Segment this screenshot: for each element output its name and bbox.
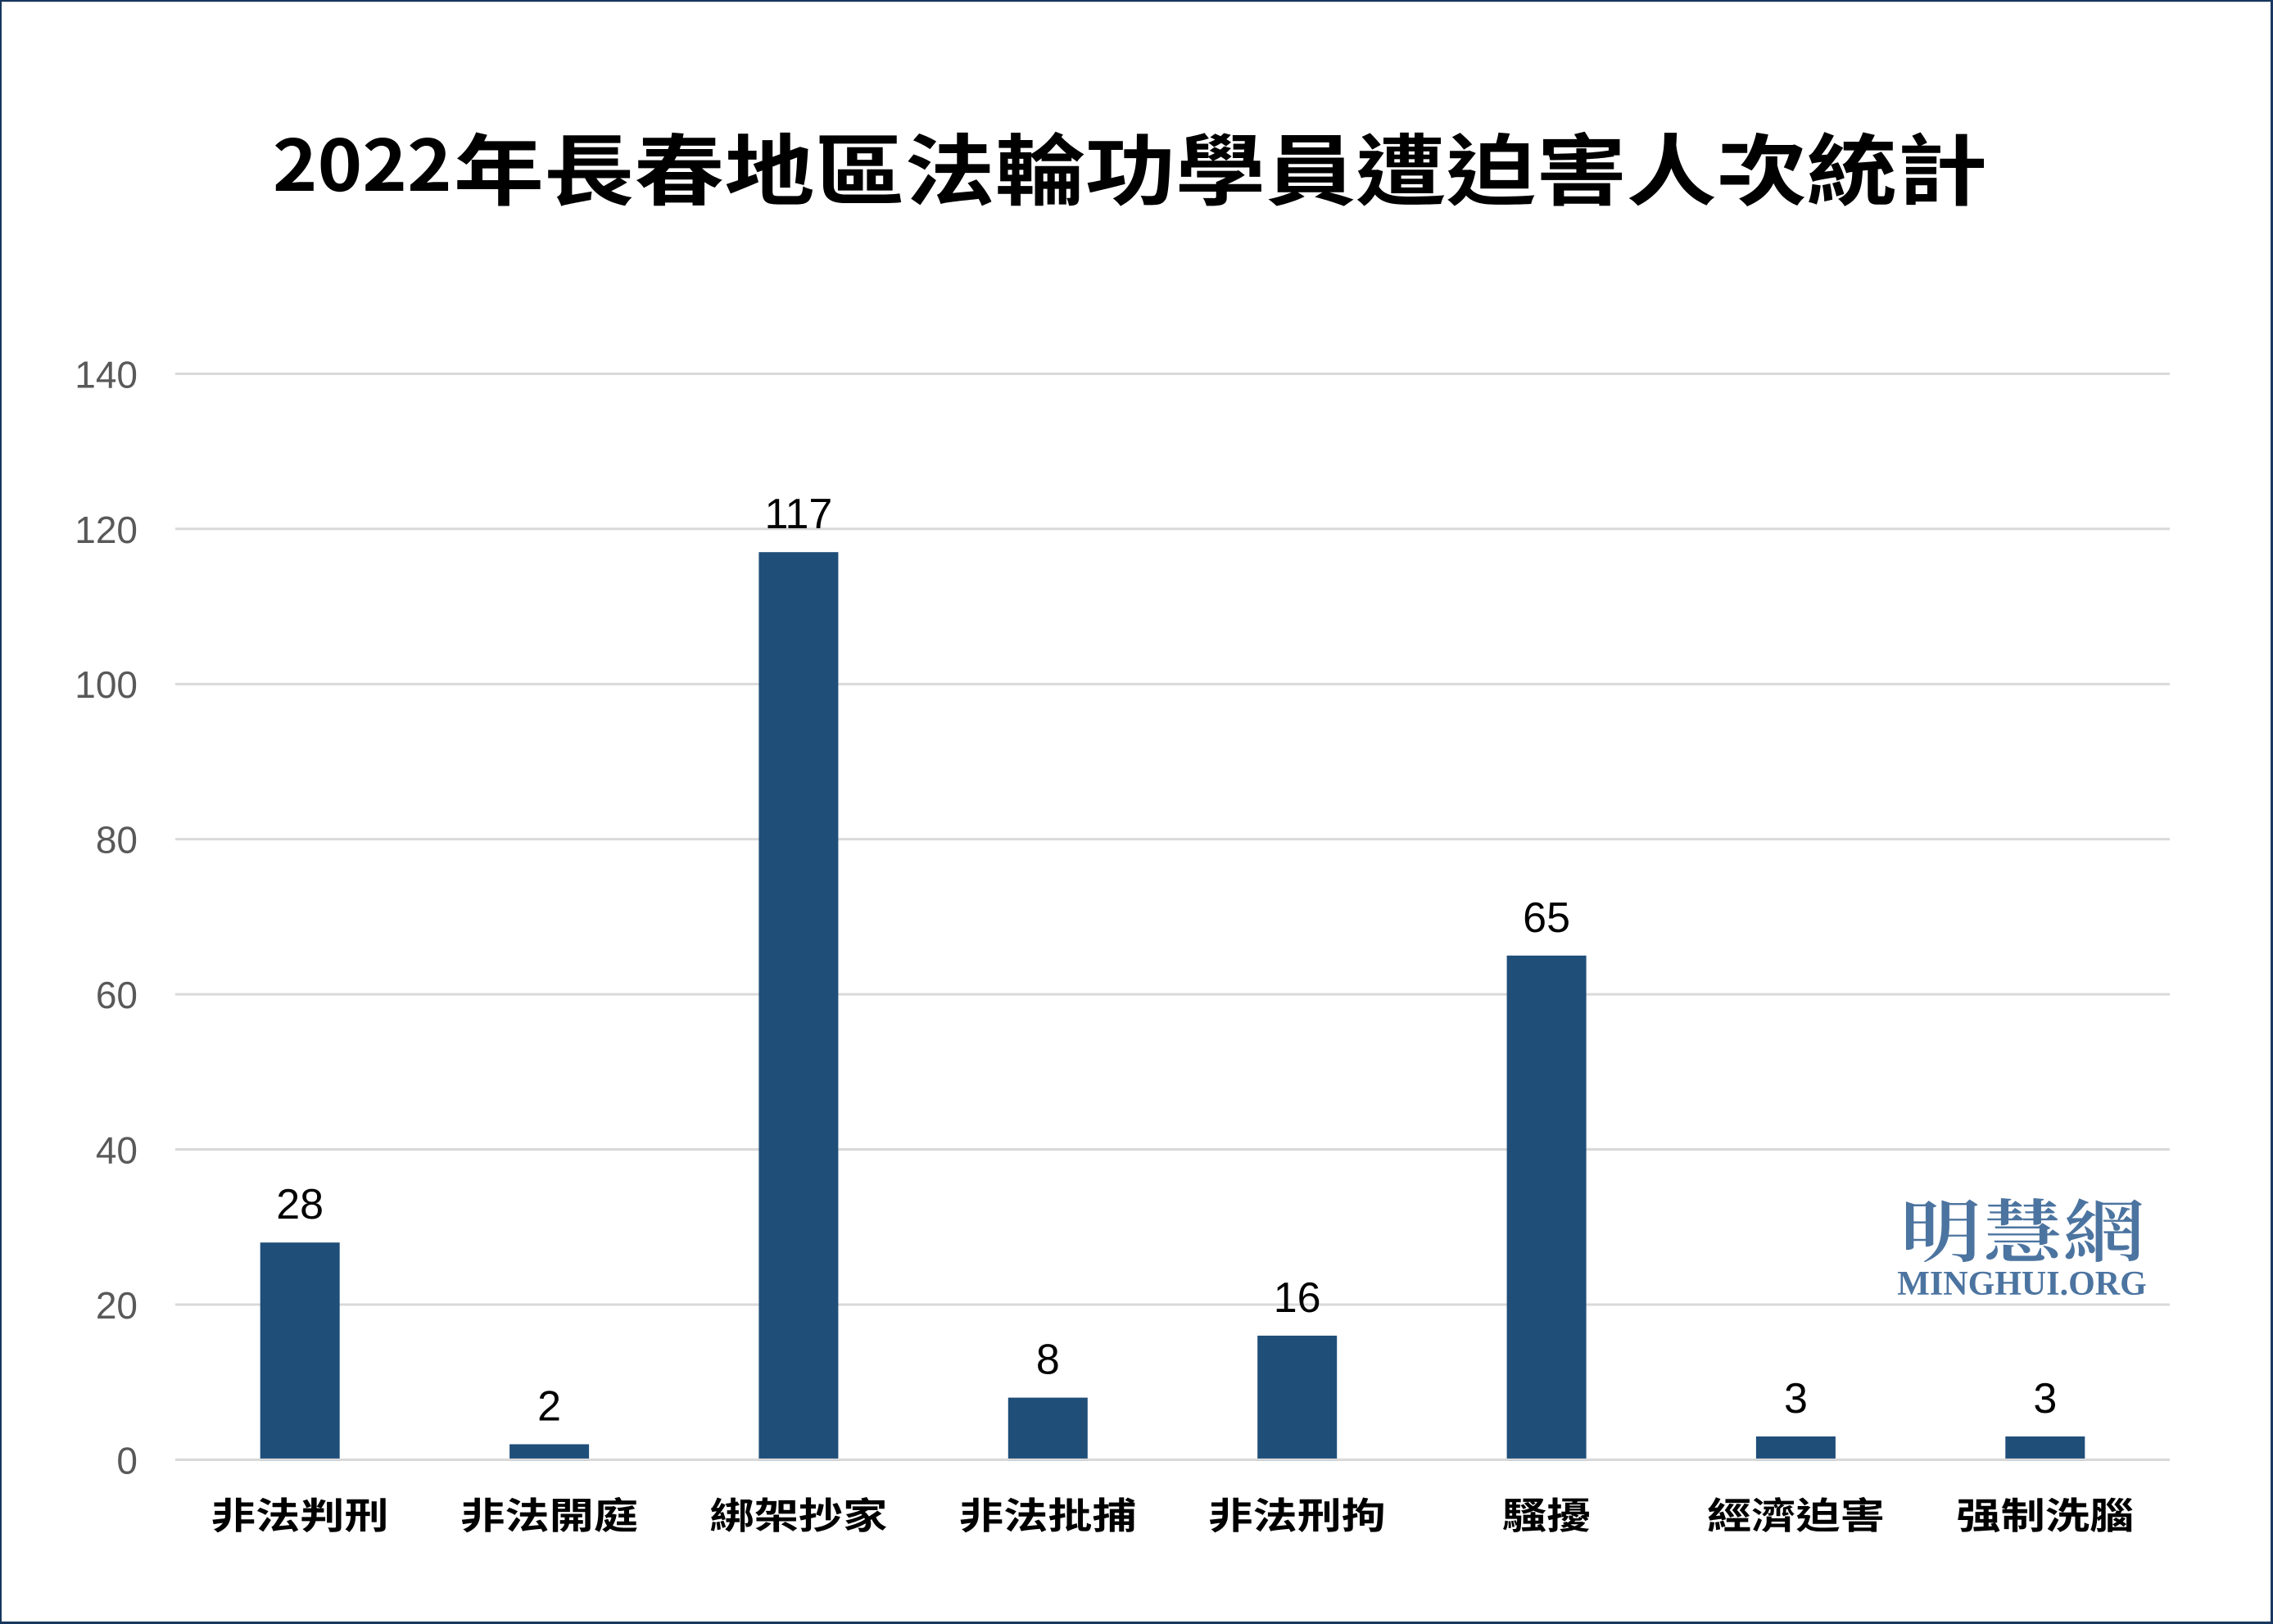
svg-text:120: 120: [75, 509, 138, 551]
svg-text:8: 8: [1036, 1337, 1060, 1384]
svg-text:60: 60: [96, 974, 138, 1016]
svg-text:65: 65: [1523, 894, 1570, 942]
svg-text:2: 2: [537, 1383, 561, 1431]
svg-text:16: 16: [1274, 1274, 1321, 1322]
svg-text:140: 140: [75, 353, 138, 396]
svg-text:20: 20: [96, 1284, 138, 1327]
svg-text:3: 3: [2033, 1375, 2057, 1423]
svg-text:MINGHUI.ORG: MINGHUI.ORG: [1897, 1265, 2147, 1303]
svg-text:0: 0: [116, 1439, 138, 1482]
svg-text:40: 40: [96, 1129, 138, 1172]
svg-text:80: 80: [96, 819, 138, 862]
svg-text:28: 28: [276, 1181, 324, 1228]
svg-text:100: 100: [75, 663, 138, 706]
svg-text:3: 3: [1784, 1375, 1808, 1423]
svg-text:117: 117: [764, 491, 832, 538]
